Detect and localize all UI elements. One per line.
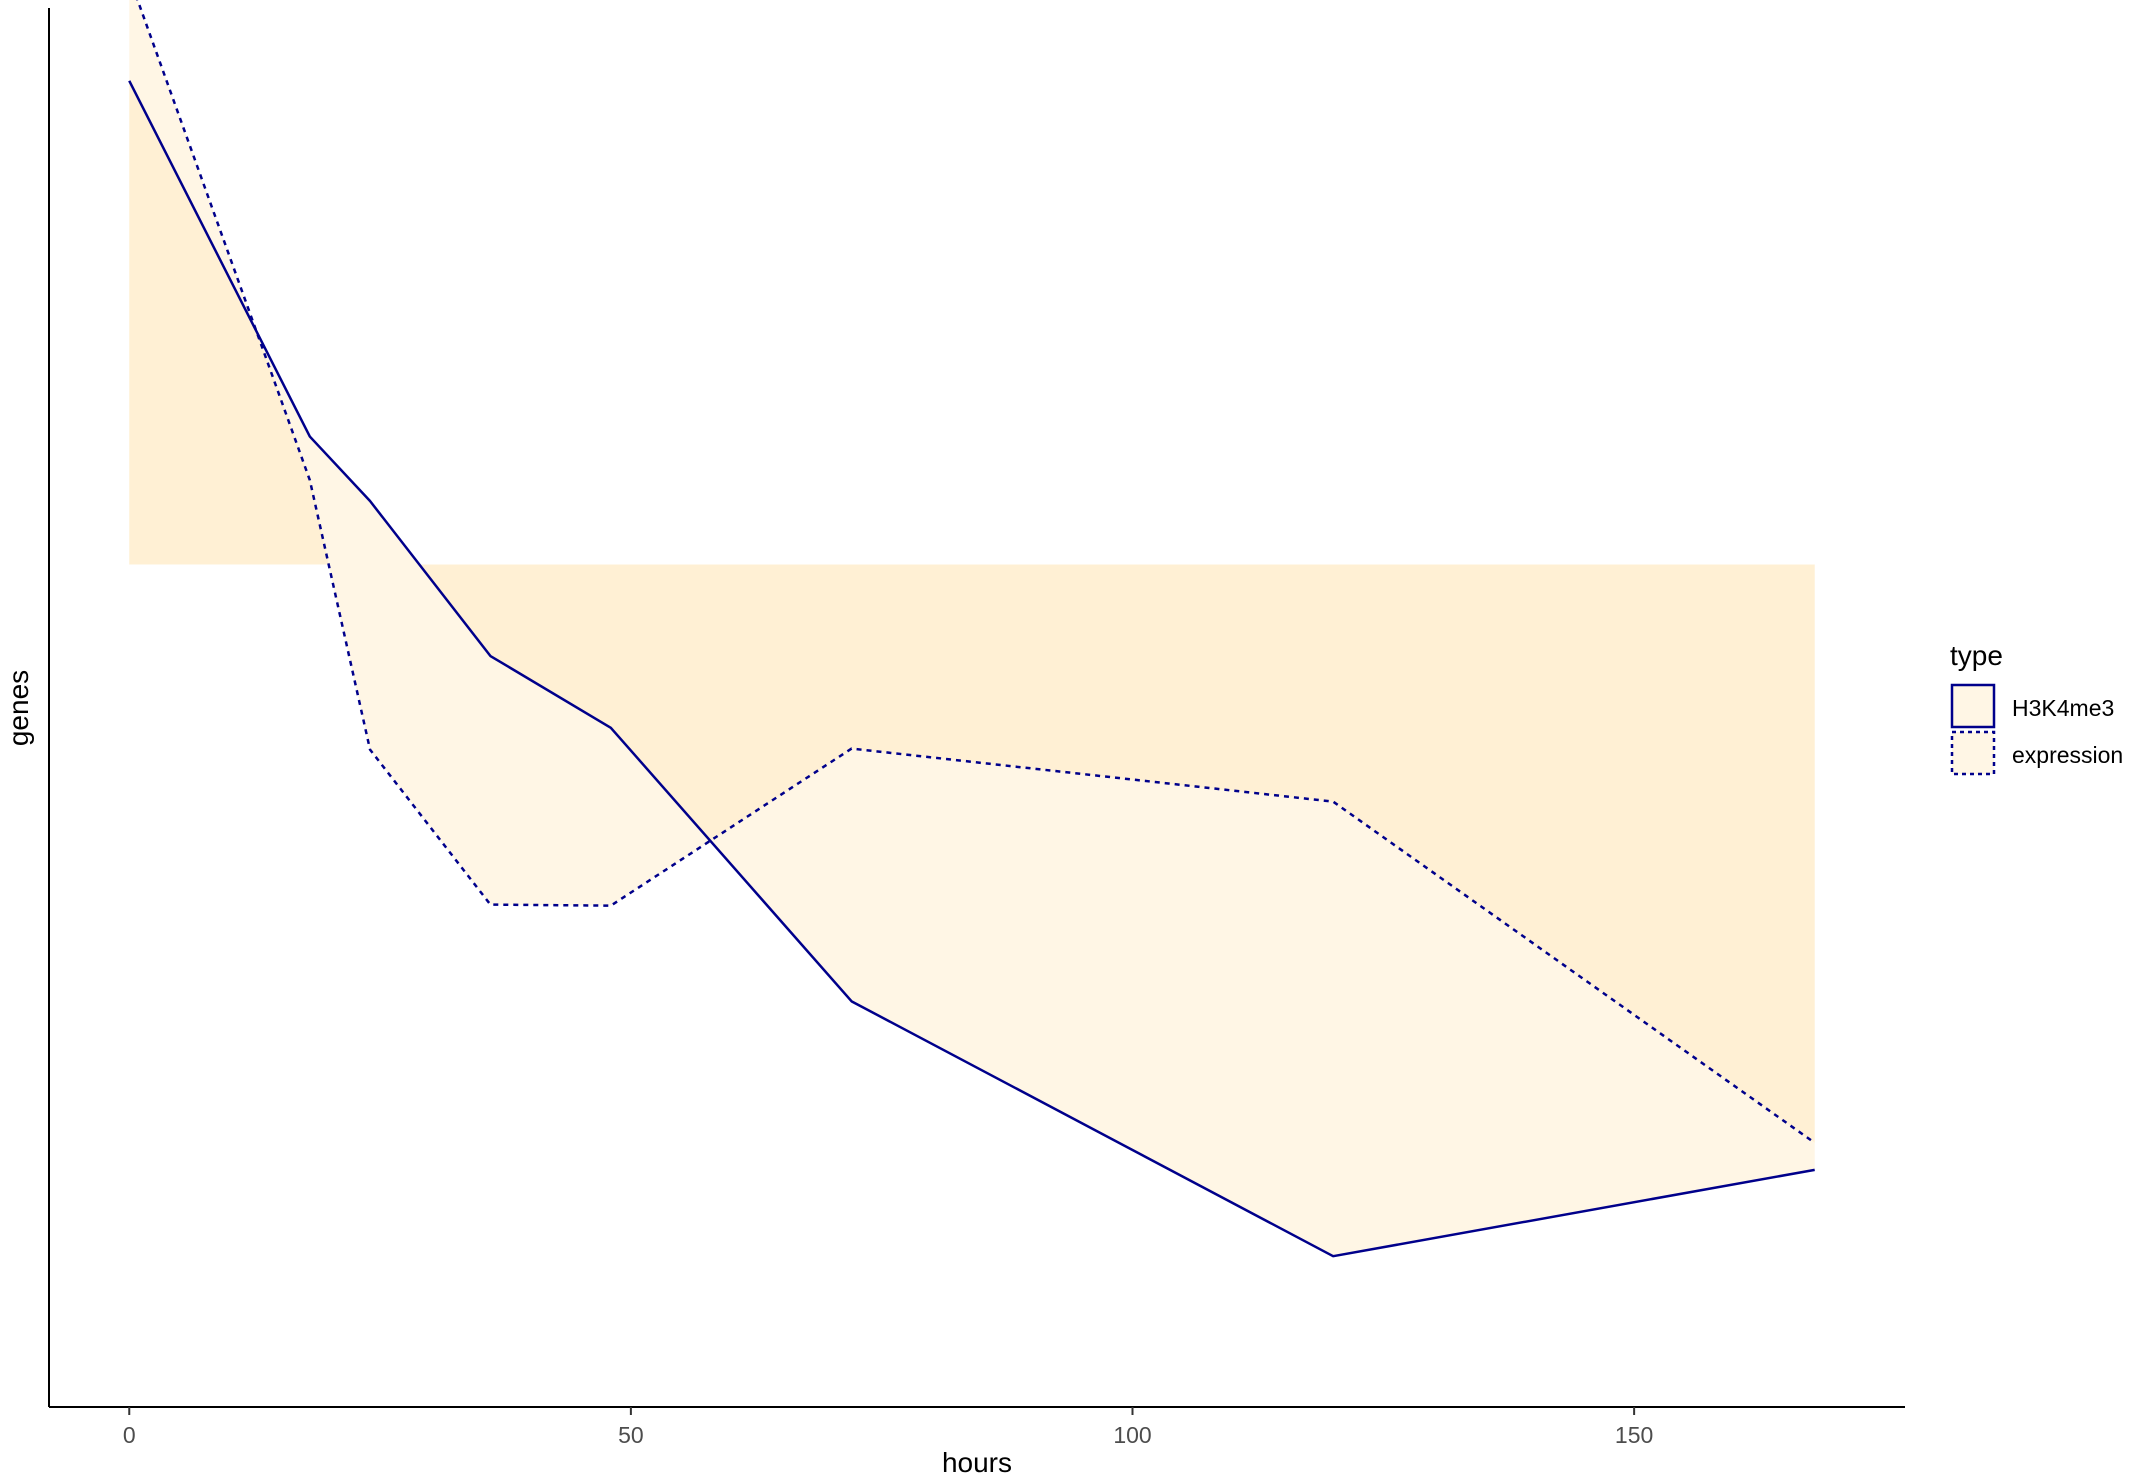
legend-item-expression: expression <box>1950 730 2123 776</box>
area-expression <box>129 0 1815 1143</box>
point-h3k4me3 <box>127 79 131 83</box>
legend-key-expression <box>1950 730 1996 776</box>
point-h3k4me3 <box>609 726 613 730</box>
point-expression <box>1331 800 1335 804</box>
area-layer <box>129 0 1815 1257</box>
legend-label-expression: expression <box>2012 742 2123 768</box>
point-h3k4me3 <box>1331 1254 1335 1258</box>
axes <box>48 8 1905 1408</box>
x-tick-label: 100 <box>1113 1422 1151 1448</box>
point-expression <box>488 903 492 907</box>
point-h3k4me3 <box>488 654 492 658</box>
point-expression <box>850 747 854 751</box>
point-expression <box>308 478 312 482</box>
x-axis-title: hours <box>942 1447 1012 1473</box>
line-expression <box>136 0 1816 1144</box>
legend: type H3K4me3 expression <box>1950 640 2123 776</box>
legend-key-h3k4me3 <box>1950 683 1996 729</box>
point-h3k4me3 <box>368 499 372 503</box>
area-h3k4me3 <box>129 80 1815 1257</box>
legend-title: type <box>1950 640 2003 671</box>
x-tick-label: 150 <box>1615 1422 1653 1448</box>
line-h3k4me3 <box>128 80 1815 1258</box>
x-tick-label: 0 <box>123 1422 136 1448</box>
point-expression <box>609 904 613 908</box>
x-ticks: 0 50 100 150 <box>123 1407 1653 1448</box>
point-h3k4me3 <box>308 435 312 439</box>
point-h3k4me3 <box>1813 1168 1817 1172</box>
legend-item-h3k4me3: H3K4me3 <box>1950 683 2114 729</box>
point-h3k4me3 <box>850 999 854 1003</box>
x-tick-label: 50 <box>618 1422 644 1448</box>
line-layer <box>127 0 1817 1258</box>
y-axis-title: genes <box>3 670 34 746</box>
legend-label-h3k4me3: H3K4me3 <box>2012 695 2114 721</box>
point-expression <box>368 748 372 752</box>
point-expression <box>1813 1141 1817 1145</box>
